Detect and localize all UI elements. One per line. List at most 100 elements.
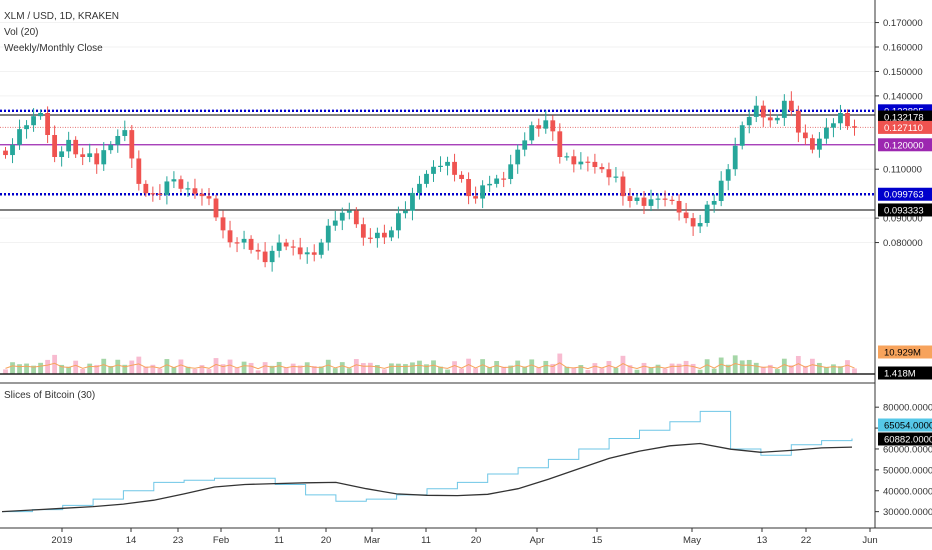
candle-body[interactable] xyxy=(739,125,745,146)
candle-body[interactable] xyxy=(417,183,422,193)
candle-body[interactable] xyxy=(17,129,22,145)
candle-body[interactable] xyxy=(171,179,177,182)
candle-body[interactable] xyxy=(466,179,471,197)
candle-body[interactable] xyxy=(206,196,212,199)
candle-body[interactable] xyxy=(297,247,303,255)
weekly-monthly-close-label[interactable]: Weekly/Monthly Close xyxy=(4,43,103,54)
candle-body[interactable] xyxy=(641,197,647,206)
candle-body[interactable] xyxy=(122,130,128,136)
candle-body[interactable] xyxy=(87,153,93,157)
candle-body[interactable] xyxy=(389,230,394,238)
candle-body[interactable] xyxy=(662,198,668,200)
candle-body[interactable] xyxy=(24,125,29,130)
candle-body[interactable] xyxy=(543,120,549,129)
candle-body[interactable] xyxy=(66,139,72,152)
candle-body[interactable] xyxy=(213,198,219,218)
candle-body[interactable] xyxy=(192,188,198,194)
candle-body[interactable] xyxy=(255,249,261,252)
candle-body[interactable] xyxy=(781,100,787,118)
candle-body[interactable] xyxy=(164,181,170,195)
candle-body[interactable] xyxy=(774,117,780,121)
candle-body[interactable] xyxy=(276,242,282,251)
candle-body[interactable] xyxy=(185,188,191,190)
candle-body[interactable] xyxy=(136,158,142,184)
candle-body[interactable] xyxy=(360,224,366,238)
candle-body[interactable] xyxy=(157,193,163,195)
candle-body[interactable] xyxy=(515,149,521,165)
candle-body[interactable] xyxy=(73,139,79,155)
candle-body[interactable] xyxy=(108,144,114,151)
candle-body[interactable] xyxy=(473,196,479,199)
candle-body[interactable] xyxy=(52,135,58,157)
candle-body[interactable] xyxy=(311,252,317,255)
candle-body[interactable] xyxy=(3,150,8,156)
candle-body[interactable] xyxy=(10,144,15,156)
candle-body[interactable] xyxy=(655,198,661,200)
candle-body[interactable] xyxy=(248,238,254,250)
candle-body[interactable] xyxy=(795,110,801,133)
candle-body[interactable] xyxy=(283,242,289,247)
candle-body[interactable] xyxy=(262,251,268,263)
candle-body[interactable] xyxy=(564,156,570,158)
candle-body[interactable] xyxy=(220,217,226,231)
candle-body[interactable] xyxy=(788,100,794,111)
candle-body[interactable] xyxy=(683,212,689,219)
candle-body[interactable] xyxy=(767,117,773,121)
candle-body[interactable] xyxy=(627,196,633,201)
candle-body[interactable] xyxy=(234,242,240,244)
candle-body[interactable] xyxy=(732,145,738,170)
candle-body[interactable] xyxy=(424,173,429,184)
candle-body[interactable] xyxy=(831,123,836,128)
candle-body[interactable] xyxy=(241,238,247,243)
candle-body[interactable] xyxy=(536,125,542,129)
candle-body[interactable] xyxy=(178,179,184,189)
candle-body[interactable] xyxy=(676,201,682,213)
candle-body[interactable] xyxy=(452,161,457,175)
candle-body[interactable] xyxy=(115,135,121,145)
candle-body[interactable] xyxy=(45,113,51,135)
candle-body[interactable] xyxy=(381,232,387,238)
candle-body[interactable] xyxy=(325,225,331,243)
candle-body[interactable] xyxy=(101,150,107,165)
candle-body[interactable] xyxy=(501,178,507,180)
candle-body[interactable] xyxy=(613,176,619,178)
candle-body[interactable] xyxy=(269,250,275,263)
candle-body[interactable] xyxy=(606,169,612,178)
candle-body[interactable] xyxy=(529,125,535,141)
candle-body[interactable] xyxy=(38,113,43,117)
candle-body[interactable] xyxy=(480,185,486,199)
candle-body[interactable] xyxy=(304,252,310,255)
bitcoin-indicator-label[interactable]: Slices of Bitcoin (30) xyxy=(4,390,95,401)
candle-body[interactable] xyxy=(725,169,731,181)
candle-body[interactable] xyxy=(852,126,857,128)
candle-body[interactable] xyxy=(431,166,436,174)
candle-body[interactable] xyxy=(150,193,156,195)
candle-body[interactable] xyxy=(746,116,752,126)
candle-body[interactable] xyxy=(690,218,696,227)
candle-body[interactable] xyxy=(227,230,233,243)
candle-body[interactable] xyxy=(578,161,584,165)
candle-body[interactable] xyxy=(824,127,829,139)
candle-body[interactable] xyxy=(592,161,598,168)
candle-body[interactable] xyxy=(339,212,345,221)
candle-body[interactable] xyxy=(494,178,500,184)
candle-body[interactable] xyxy=(403,210,408,214)
candle-body[interactable] xyxy=(620,176,626,197)
candle-body[interactable] xyxy=(704,204,710,223)
candle-body[interactable] xyxy=(550,120,556,132)
candle-body[interactable] xyxy=(634,197,640,201)
candle-body[interactable] xyxy=(367,237,373,239)
candle-body[interactable] xyxy=(753,105,759,117)
candle-body[interactable] xyxy=(571,156,577,165)
candle-body[interactable] xyxy=(353,210,359,225)
volume-indicator-label[interactable]: Vol (20) xyxy=(4,27,38,38)
candle-body[interactable] xyxy=(129,130,135,159)
candle-body[interactable] xyxy=(809,138,815,150)
candle-body[interactable] xyxy=(838,113,843,124)
candle-body[interactable] xyxy=(585,161,591,163)
candle-body[interactable] xyxy=(557,131,563,157)
candle-body[interactable] xyxy=(199,193,205,197)
candle-body[interactable] xyxy=(845,113,850,127)
candle-body[interactable] xyxy=(697,223,703,227)
candle-body[interactable] xyxy=(346,210,352,213)
